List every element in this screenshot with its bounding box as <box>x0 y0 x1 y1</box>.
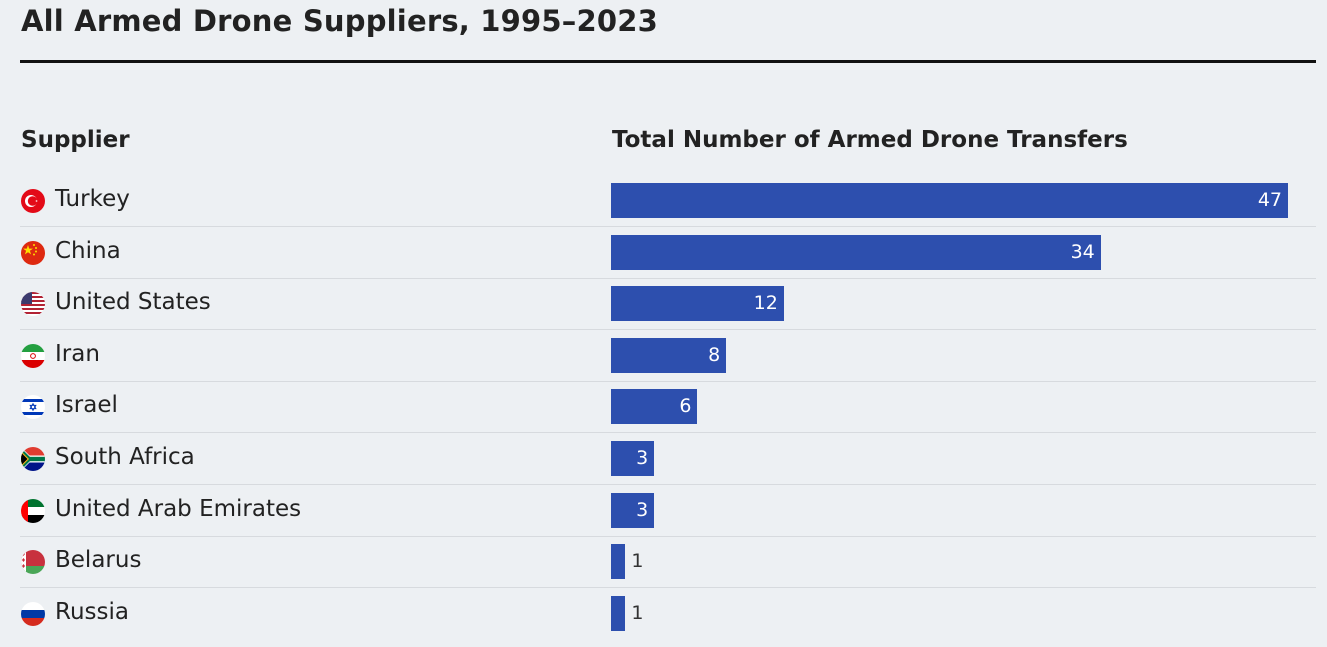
bar-russia <box>611 595 626 631</box>
chart-row-south-africa: South Africa 3 <box>20 434 1316 485</box>
bar-china <box>611 234 1101 270</box>
category-label: United Arab Emirates <box>55 495 302 522</box>
category-label: South Africa <box>55 444 195 470</box>
chart-row-belarus: Belarus 1 <box>20 537 1316 589</box>
data-label: 1 <box>631 601 644 624</box>
title-rule <box>20 60 1316 63</box>
bar-turkey <box>611 183 1288 218</box>
data-label: 1 <box>631 550 644 573</box>
category-label: Iran <box>55 340 100 367</box>
bar-south-africa <box>611 441 655 476</box>
category-label: United States <box>55 289 211 316</box>
row-divider <box>20 329 1316 331</box>
supplier-column-header: Supplier <box>21 127 130 153</box>
chart-row-iran: Iran 8 <box>20 331 1316 382</box>
uae-flag-icon <box>21 498 45 523</box>
data-label: 47 <box>1257 189 1282 211</box>
category-label: Israel <box>55 392 118 419</box>
bar-united-arab-emirates <box>611 492 655 528</box>
chart-title: All Armed Drone Suppliers, 1995–2023 <box>21 4 659 38</box>
row-divider <box>20 484 1316 485</box>
chart-row-turkey: Turkey 47 <box>20 176 1316 227</box>
category-label: Russia <box>55 598 129 625</box>
data-label: 3 <box>636 447 649 469</box>
total-column-header: Total Number of Armed Drone Transfers <box>612 127 1128 153</box>
bar-belarus <box>611 544 626 580</box>
data-label: 6 <box>679 395 692 418</box>
chart-row-china: China 34 <box>20 228 1316 279</box>
row-divider <box>20 535 1316 537</box>
chart-row-united-states: United States 12 <box>20 279 1316 331</box>
south-africa-flag-icon <box>21 447 45 471</box>
row-divider <box>20 432 1316 434</box>
row-divider <box>20 277 1316 279</box>
russia-flag-icon <box>21 601 45 626</box>
row-divider <box>20 380 1316 382</box>
us-flag-icon <box>21 292 45 317</box>
israel-flag-icon <box>21 395 45 420</box>
row-divider <box>20 226 1316 227</box>
data-label: 8 <box>708 343 721 366</box>
data-label: 3 <box>636 498 649 521</box>
category-label: Belarus <box>55 547 142 574</box>
iran-flag-icon <box>21 343 45 368</box>
belarus-flag-icon <box>21 550 45 575</box>
bar-iran <box>611 337 727 373</box>
chart-row-israel: Israel 6 <box>20 382 1316 434</box>
category-label: Turkey <box>55 186 130 212</box>
row-divider <box>20 587 1316 589</box>
category-label: China <box>55 237 121 264</box>
chart-row-united-arab-emirates: United Arab Emirates 3 <box>20 486 1316 537</box>
chart-row-russia: Russia 1 <box>20 589 1316 640</box>
data-label: 12 <box>753 292 778 315</box>
china-flag-icon <box>21 240 45 265</box>
bar-united-states <box>611 286 784 322</box>
bar-israel <box>611 389 698 425</box>
turkey-flag-icon <box>21 189 45 213</box>
data-label: 34 <box>1070 240 1095 263</box>
